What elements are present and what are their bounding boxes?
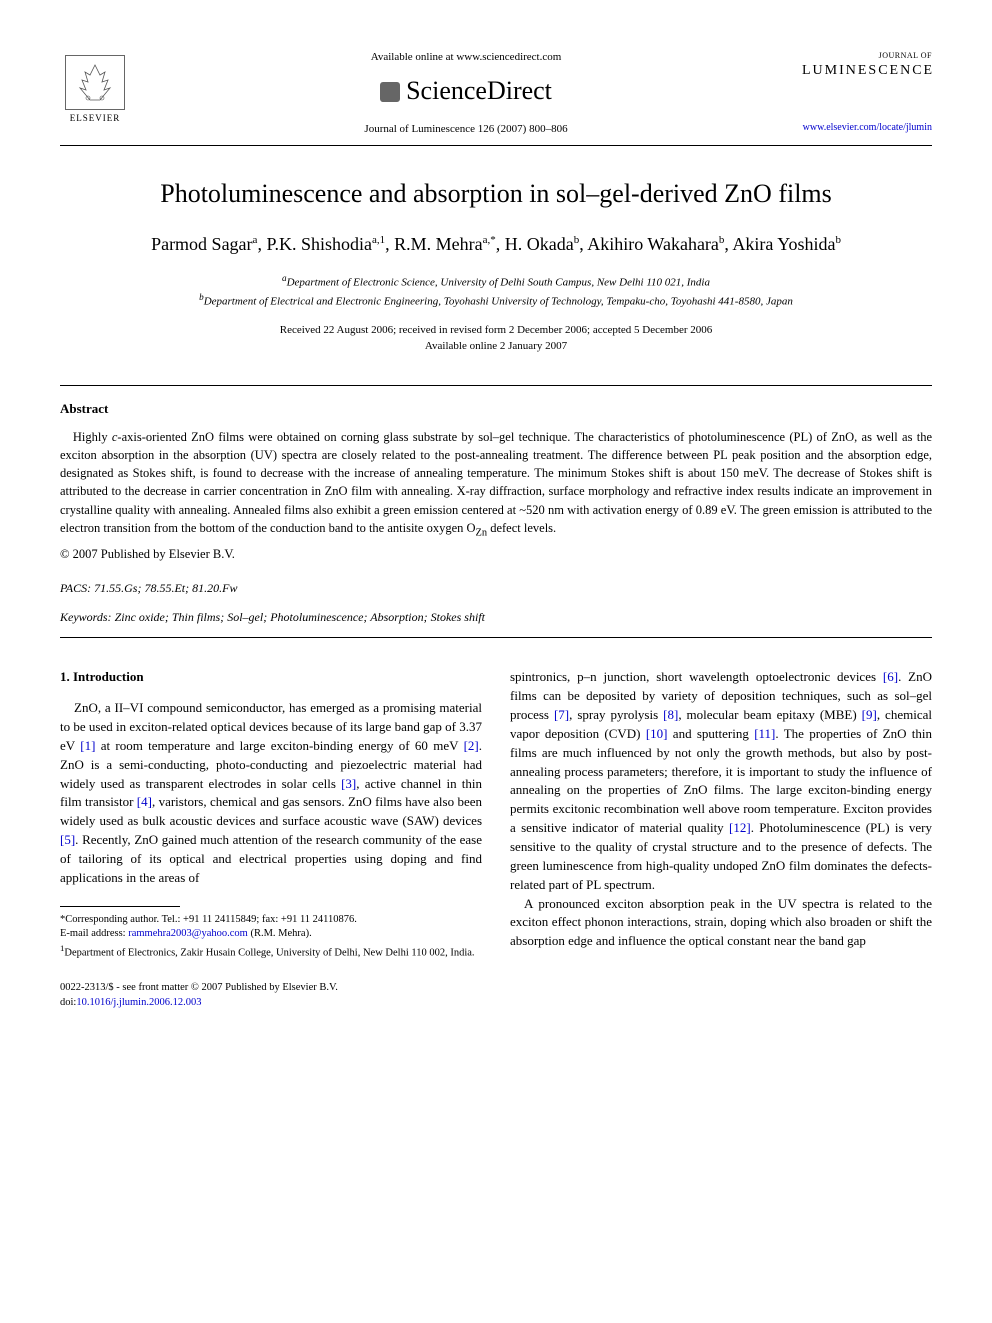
header-row: ELSEVIER Available online at www.science… [60, 50, 932, 137]
keywords-values: Zinc oxide; Thin films; Sol–gel; Photolu… [115, 610, 485, 624]
sciencedirect-name: ScienceDirect [406, 73, 552, 109]
copyright-text: © 2007 Published by Elsevier B.V. [60, 546, 932, 564]
elsevier-name: ELSEVIER [70, 112, 121, 125]
sciencedirect-logo: ScienceDirect [150, 73, 782, 109]
intro-paragraph-1: ZnO, a II–VI compound semiconductor, has… [60, 699, 482, 887]
footnote-separator [60, 906, 180, 907]
footnote-1: 1Department of Electronics, Zakir Husain… [60, 942, 482, 961]
footnotes: *Corresponding author. Tel.: +91 11 2411… [60, 913, 482, 962]
journal-logo-main: LUMINESCENCE [802, 61, 932, 81]
doi-link[interactable]: 10.1016/j.jlumin.2006.12.003 [76, 997, 201, 1008]
pacs-codes: 71.55.Gs; 78.55.Et; 81.20.Fw [94, 581, 237, 595]
abstract-text: Highly c-axis-oriented ZnO films were ob… [60, 428, 932, 540]
doi-line: doi:10.1016/j.jlumin.2006.12.003 [60, 996, 482, 1011]
intro-paragraph-2: spintronics, p–n junction, short wavelen… [510, 668, 932, 894]
journal-logo: JOURNAL OF LUMINESCENCE www.elsevier.com… [802, 50, 932, 135]
dates-available: Available online 2 January 2007 [60, 338, 932, 355]
keywords-label: Keywords: [60, 610, 112, 624]
dates-received: Received 22 August 2006; received in rev… [60, 322, 932, 339]
email-line: E-mail address: rammehra2003@yahoo.com (… [60, 927, 482, 942]
corresponding-author: *Corresponding author. Tel.: +91 11 2411… [60, 913, 482, 928]
affiliation-a: aDepartment of Electronic Science, Unive… [60, 272, 932, 291]
abstract-top-rule [60, 385, 932, 386]
left-column: 1. Introduction ZnO, a II–VI compound se… [60, 668, 482, 1010]
keywords-line: Keywords: Zinc oxide; Thin films; Sol–ge… [60, 609, 932, 626]
section-heading: 1. Introduction [60, 668, 482, 687]
center-header: Available online at www.sciencedirect.co… [130, 50, 802, 137]
elsevier-logo: ELSEVIER [60, 50, 130, 130]
right-column: spintronics, p–n junction, short wavelen… [510, 668, 932, 1010]
journal-url-link[interactable]: www.elsevier.com/locate/jlumin [802, 121, 932, 135]
header-divider [60, 145, 932, 146]
abstract-heading: Abstract [60, 400, 932, 418]
email-link[interactable]: rammehra2003@yahoo.com [128, 928, 248, 939]
article-title: Photoluminescence and absorption in sol–… [60, 176, 932, 212]
publication-info: 0022-2313/$ - see front matter © 2007 Pu… [60, 981, 482, 1010]
journal-logo-top: JOURNAL OF [802, 50, 932, 61]
intro-paragraph-3: A pronounced exciton absorption peak in … [510, 895, 932, 952]
pacs-label: PACS: [60, 581, 91, 595]
body-columns: 1. Introduction ZnO, a II–VI compound se… [60, 668, 932, 1010]
journal-reference: Journal of Luminescence 126 (2007) 800–8… [150, 122, 782, 137]
available-online-text: Available online at www.sciencedirect.co… [150, 50, 782, 65]
abstract-bottom-rule [60, 637, 932, 638]
front-matter: 0022-2313/$ - see front matter © 2007 Pu… [60, 981, 482, 996]
elsevier-tree-icon [65, 55, 125, 110]
authors-list: Parmod Sagara, P.K. Shishodiaa,1, R.M. M… [60, 231, 932, 258]
pacs-line: PACS: 71.55.Gs; 78.55.Et; 81.20.Fw [60, 580, 932, 597]
affiliation-b: bDepartment of Electrical and Electronic… [60, 291, 932, 310]
sciencedirect-icon [380, 82, 400, 102]
affiliations: aDepartment of Electronic Science, Unive… [60, 272, 932, 310]
article-dates: Received 22 August 2006; received in rev… [60, 322, 932, 355]
